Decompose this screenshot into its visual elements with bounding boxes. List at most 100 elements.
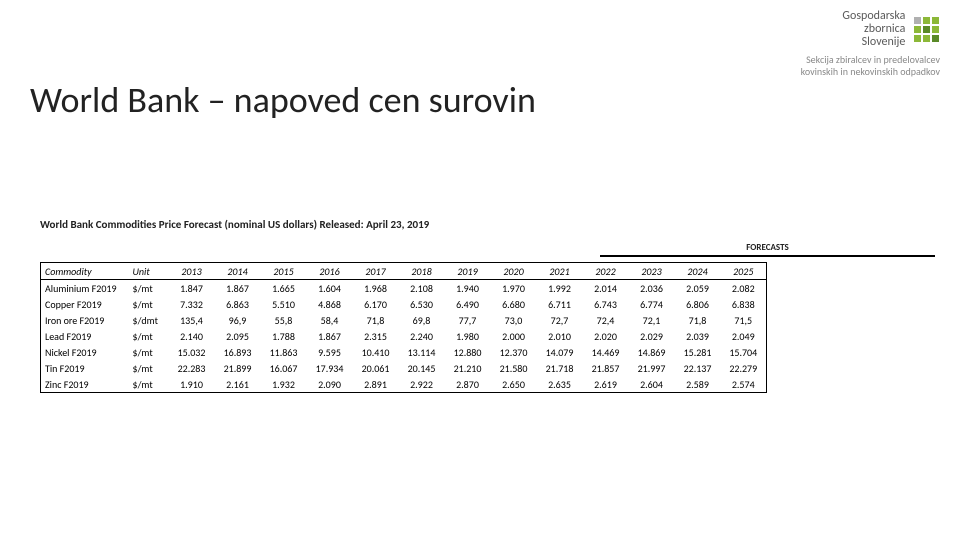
value-cell: 6.711 [537,296,583,312]
value-cell: 17.934 [307,360,353,376]
value-cell: 2.635 [537,376,583,393]
table-row: Copper F2019$/mt7.3326.8635.5104.8686.17… [41,296,767,312]
value-cell: 55,8 [261,312,307,328]
value-cell: 2.000 [491,328,537,344]
value-cell: 2.589 [675,376,721,393]
value-cell: 2.870 [445,376,491,393]
value-cell: 1.968 [353,280,399,297]
unit-cell: $/mt [129,328,169,344]
value-cell: 5.510 [261,296,307,312]
value-cell: 6.838 [721,296,767,312]
value-cell: 22.283 [169,360,215,376]
value-cell: 21.210 [445,360,491,376]
commodity-name: Commodity [41,263,129,280]
value-cell: 2.650 [491,376,537,393]
value-cell: 2.039 [675,328,721,344]
value-cell: 21.899 [215,360,261,376]
value-cell: 2.604 [629,376,675,393]
value-cell: 16.893 [215,344,261,360]
value-cell: 2014 [215,263,261,280]
value-cell: 16.067 [261,360,307,376]
table-row: Lead F2019$/mt2.1402.0951.7881.8672.3152… [41,328,767,344]
value-cell: 2017 [353,263,399,280]
table-row: Nickel F2019$/mt15.03216.89311.8639.5951… [41,344,767,360]
value-cell: 2020 [491,263,537,280]
commodity-name: Aluminium F2019 [41,280,129,297]
value-cell: 2.029 [629,328,675,344]
table-row: Zinc F2019$/mt1.9102.1611.9322.0902.8912… [41,376,767,393]
value-cell: 2.095 [215,328,261,344]
value-cell: 2.014 [583,280,629,297]
value-cell: 2.108 [399,280,445,297]
unit-cell: $/mt [129,376,169,393]
value-cell: 1.980 [445,328,491,344]
unit-cell: $/dmt [129,312,169,328]
value-cell: 6.680 [491,296,537,312]
value-cell: 21.997 [629,360,675,376]
table-row: Aluminium F2019$/mt1.8471.8671.6651.6041… [41,280,767,297]
value-cell: 14.469 [583,344,629,360]
forecasts-header: FORECASTS [600,242,935,257]
value-cell: 2013 [169,263,215,280]
table-row: Iron ore F2019$/dmt135,496,955,858,471,8… [41,312,767,328]
subtitle: World Bank Commodities Price Forecast (n… [40,218,429,231]
commodity-name: Zinc F2019 [41,376,129,393]
logo-squares-icon [913,16,940,43]
value-cell: 2023 [629,263,675,280]
value-cell: 2016 [307,263,353,280]
value-cell: 6.170 [353,296,399,312]
value-cell: 2.574 [721,376,767,393]
unit-cell: Unit [129,263,169,280]
value-cell: 73,0 [491,312,537,328]
value-cell: 12.880 [445,344,491,360]
value-cell: 2.140 [169,328,215,344]
value-cell: 6.743 [583,296,629,312]
value-cell: 10.410 [353,344,399,360]
value-cell: 6.774 [629,296,675,312]
commodity-name: Copper F2019 [41,296,129,312]
value-cell: 20.061 [353,360,399,376]
org-logo: Gospodarska zbornica Slovenije Sekcija z… [780,10,940,78]
value-cell: 77,7 [445,312,491,328]
value-cell: 2.020 [583,328,629,344]
unit-cell: $/mt [129,296,169,312]
value-cell: 58,4 [307,312,353,328]
value-cell: 1.970 [491,280,537,297]
value-cell: 1.992 [537,280,583,297]
value-cell: 21.580 [491,360,537,376]
value-cell: 96,9 [215,312,261,328]
unit-cell: $/mt [129,360,169,376]
value-cell: 2.922 [399,376,445,393]
value-cell: 22.137 [675,360,721,376]
value-cell: 6.490 [445,296,491,312]
value-cell: 2.891 [353,376,399,393]
value-cell: 14.869 [629,344,675,360]
value-cell: 2024 [675,263,721,280]
unit-cell: $/mt [129,280,169,297]
value-cell: 69,8 [399,312,445,328]
value-cell: 2.049 [721,328,767,344]
commodity-name: Iron ore F2019 [41,312,129,328]
value-cell: 11.863 [261,344,307,360]
value-cell: 2.161 [215,376,261,393]
value-cell: 1.604 [307,280,353,297]
value-cell: 2.090 [307,376,353,393]
logo-text: Gospodarska zbornica Slovenije [842,10,905,50]
value-cell: 71,8 [353,312,399,328]
value-cell: 2.315 [353,328,399,344]
commodity-name: Nickel F2019 [41,344,129,360]
value-cell: 1.867 [307,328,353,344]
value-cell: 7.332 [169,296,215,312]
value-cell: 20.145 [399,360,445,376]
value-cell: 2018 [399,263,445,280]
value-cell: 2.010 [537,328,583,344]
unit-cell: $/mt [129,344,169,360]
value-cell: 135,4 [169,312,215,328]
value-cell: 22.279 [721,360,767,376]
value-cell: 21.857 [583,360,629,376]
value-cell: 1.867 [215,280,261,297]
value-cell: 15.704 [721,344,767,360]
value-cell: 14.079 [537,344,583,360]
value-cell: 2.240 [399,328,445,344]
value-cell: 2019 [445,263,491,280]
